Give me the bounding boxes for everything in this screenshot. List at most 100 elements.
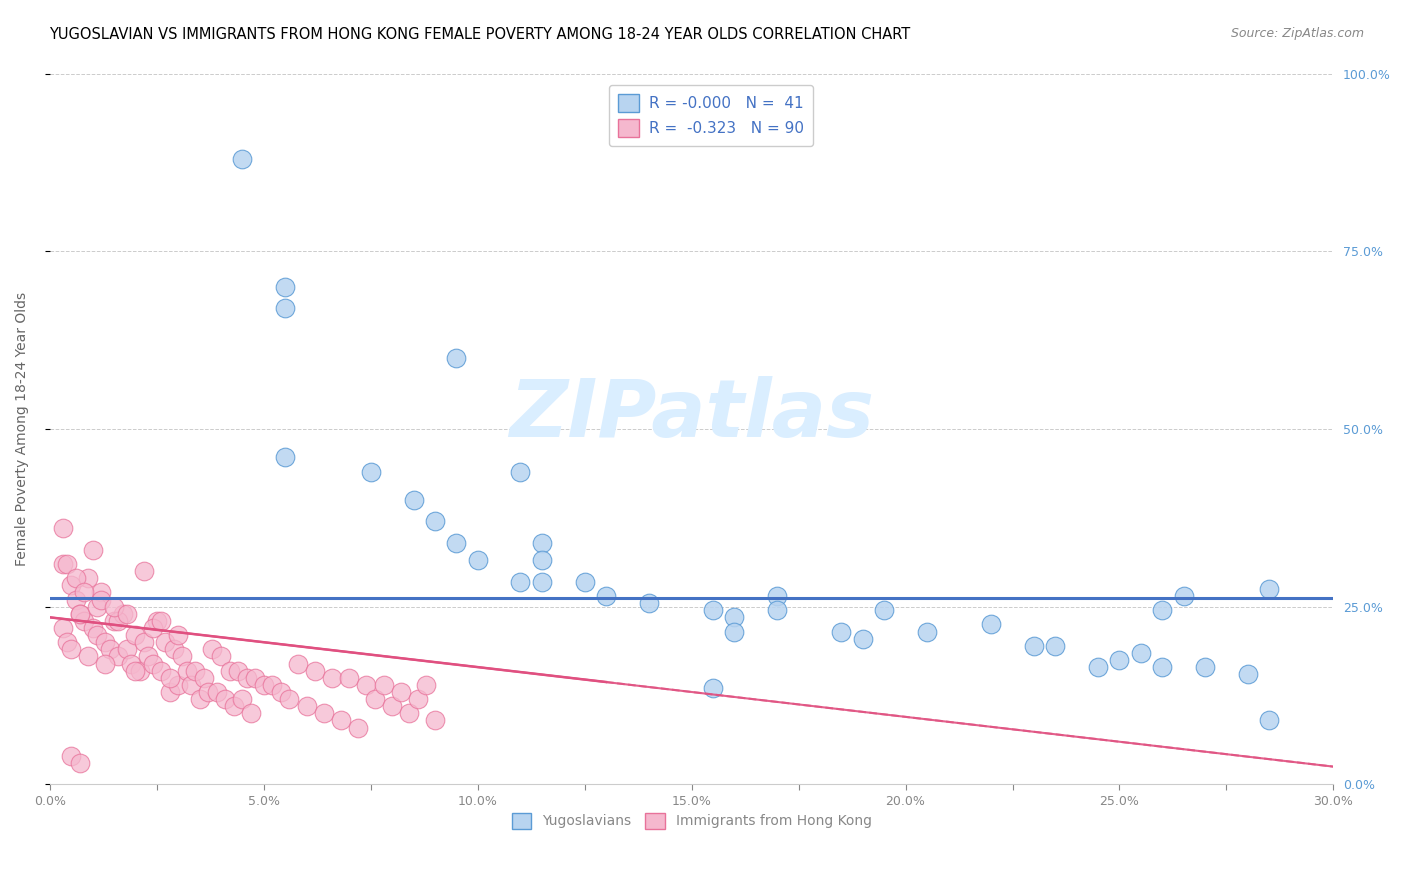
Legend: Yugoslavians, Immigrants from Hong Kong: Yugoslavians, Immigrants from Hong Kong bbox=[506, 807, 877, 834]
Point bbox=[1194, 660, 1216, 674]
Point bbox=[274, 301, 297, 315]
Point bbox=[446, 535, 468, 549]
Point bbox=[1152, 603, 1174, 617]
Point bbox=[1108, 653, 1130, 667]
Point bbox=[595, 589, 617, 603]
Point bbox=[65, 592, 87, 607]
Point bbox=[1129, 646, 1152, 660]
Point bbox=[235, 671, 257, 685]
Point bbox=[423, 514, 446, 528]
Point bbox=[82, 542, 104, 557]
Point bbox=[146, 614, 169, 628]
Point bbox=[852, 632, 875, 646]
Point bbox=[1237, 667, 1260, 681]
Point bbox=[389, 685, 412, 699]
Point bbox=[52, 521, 75, 535]
Point bbox=[124, 628, 146, 642]
Point bbox=[172, 649, 194, 664]
Point bbox=[402, 493, 425, 508]
Point bbox=[111, 607, 134, 621]
Point bbox=[226, 664, 249, 678]
Point bbox=[723, 624, 745, 639]
Point bbox=[980, 617, 1002, 632]
Point bbox=[1258, 714, 1281, 728]
Point bbox=[467, 553, 489, 567]
Text: ZIPatlas: ZIPatlas bbox=[509, 376, 875, 454]
Point bbox=[150, 664, 173, 678]
Point bbox=[86, 628, 108, 642]
Point bbox=[77, 649, 100, 664]
Point bbox=[90, 592, 112, 607]
Point bbox=[766, 589, 789, 603]
Point bbox=[69, 756, 91, 770]
Point bbox=[82, 621, 104, 635]
Point bbox=[65, 571, 87, 585]
Point bbox=[155, 635, 177, 649]
Point bbox=[321, 671, 343, 685]
Point bbox=[159, 671, 181, 685]
Point bbox=[205, 685, 228, 699]
Point bbox=[337, 671, 360, 685]
Point bbox=[406, 692, 429, 706]
Point bbox=[262, 678, 284, 692]
Point bbox=[56, 635, 79, 649]
Point bbox=[231, 692, 253, 706]
Point bbox=[312, 706, 335, 721]
Point bbox=[141, 621, 163, 635]
Point bbox=[218, 664, 240, 678]
Point bbox=[90, 585, 112, 599]
Point bbox=[180, 678, 202, 692]
Point bbox=[423, 714, 446, 728]
Point bbox=[209, 649, 232, 664]
Point bbox=[830, 624, 852, 639]
Point bbox=[103, 599, 125, 614]
Text: YUGOSLAVIAN VS IMMIGRANTS FROM HONG KONG FEMALE POVERTY AMONG 18-24 YEAR OLDS CO: YUGOSLAVIAN VS IMMIGRANTS FROM HONG KONG… bbox=[49, 27, 911, 42]
Point bbox=[98, 642, 121, 657]
Point bbox=[167, 628, 190, 642]
Point bbox=[364, 692, 387, 706]
Point bbox=[69, 607, 91, 621]
Point bbox=[103, 614, 125, 628]
Point bbox=[347, 721, 370, 735]
Point bbox=[52, 557, 75, 571]
Point bbox=[287, 657, 309, 671]
Point bbox=[132, 564, 155, 578]
Point bbox=[702, 603, 724, 617]
Point bbox=[702, 681, 724, 696]
Point bbox=[446, 351, 468, 365]
Point bbox=[1258, 582, 1281, 596]
Point bbox=[107, 649, 129, 664]
Point bbox=[94, 657, 117, 671]
Point bbox=[915, 624, 938, 639]
Point bbox=[530, 574, 553, 589]
Point bbox=[136, 649, 159, 664]
Point bbox=[381, 699, 404, 714]
Point bbox=[274, 280, 297, 294]
Point bbox=[222, 699, 245, 714]
Point bbox=[231, 152, 253, 166]
Point bbox=[530, 535, 553, 549]
Point bbox=[278, 692, 301, 706]
Point bbox=[245, 671, 267, 685]
Point bbox=[188, 692, 211, 706]
Point bbox=[356, 678, 378, 692]
Point bbox=[329, 714, 352, 728]
Point bbox=[239, 706, 262, 721]
Point bbox=[60, 578, 83, 592]
Point bbox=[201, 642, 224, 657]
Point bbox=[415, 678, 437, 692]
Point bbox=[1045, 639, 1067, 653]
Point bbox=[176, 664, 198, 678]
Point bbox=[167, 678, 190, 692]
Point bbox=[214, 692, 236, 706]
Point bbox=[373, 678, 395, 692]
Point bbox=[141, 657, 163, 671]
Point bbox=[60, 748, 83, 763]
Point bbox=[530, 553, 553, 567]
Point bbox=[274, 450, 297, 465]
Point bbox=[1022, 639, 1045, 653]
Point bbox=[107, 614, 129, 628]
Point bbox=[132, 635, 155, 649]
Point bbox=[115, 642, 138, 657]
Point bbox=[509, 574, 531, 589]
